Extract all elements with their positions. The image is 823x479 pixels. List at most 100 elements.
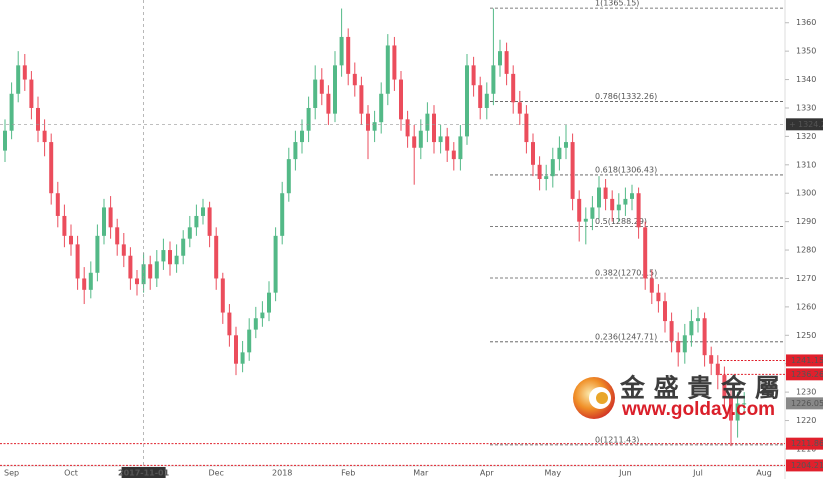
candle-body (696, 318, 700, 322)
candle-body (319, 79, 324, 94)
x-tick-label: Jul (692, 469, 703, 478)
candle-body (392, 45, 397, 80)
candle-body (3, 130, 7, 151)
x-tick-label: Oct (64, 469, 78, 478)
candle-body (557, 147, 562, 160)
y-tick-label: 1250 (796, 331, 816, 340)
candle-body (207, 207, 212, 236)
y-tick-label: 1320 (796, 132, 816, 141)
candle-body (346, 36, 351, 74)
candle-body (161, 250, 166, 262)
fib-label: 0.786(1332.26) (595, 92, 657, 101)
candle-body (570, 142, 575, 199)
watermark-title: 金 盛 貴 金 屬 (619, 374, 780, 403)
candle-body (333, 65, 337, 114)
candle-body (610, 198, 615, 211)
candle-body (669, 321, 674, 341)
candle-body (491, 65, 496, 94)
candle-body (603, 187, 608, 199)
candle-body (511, 73, 516, 103)
logo-dot (596, 392, 608, 404)
price-label: 1204.21 (791, 461, 823, 470)
candle-body (181, 238, 186, 256)
y-tick-label: 1290 (796, 217, 816, 226)
candle-body (438, 136, 443, 143)
candle-body (498, 51, 502, 66)
candle-body (630, 193, 634, 199)
candle-body (9, 93, 14, 131)
candle-body (88, 272, 93, 290)
y-tick-label: 1280 (796, 246, 816, 255)
y-tick-label: 1360 (796, 18, 816, 27)
price-label: 1211.86 (791, 439, 823, 448)
candle-body (504, 51, 509, 74)
candle-body (742, 403, 747, 405)
fib-label: 0.618(1306.43) (595, 165, 657, 174)
candle-body (326, 93, 331, 114)
candle-body (29, 79, 34, 108)
candle-body (102, 207, 106, 236)
x-tick-label: Jun (618, 469, 632, 478)
candle-body (339, 36, 344, 66)
candle-body (306, 107, 311, 131)
candle-body (517, 102, 522, 114)
candle-body (115, 227, 120, 245)
candle-body (214, 235, 219, 279)
candle-body (82, 278, 87, 290)
candle-body (590, 207, 595, 219)
x-tick-label: Mar (413, 469, 429, 478)
candle-body (128, 255, 133, 279)
candle-body (227, 312, 232, 336)
watermark: 金 盛 貴 金 屬 www.golday.com (573, 374, 780, 420)
fib-label: 0.382(1270.15) (595, 269, 657, 278)
candle-body (715, 363, 720, 376)
x-tick-label: Sep (4, 469, 19, 478)
candle-body (722, 375, 727, 398)
candle-body (682, 335, 687, 353)
candle-body (445, 136, 450, 151)
candle-body (187, 227, 192, 239)
candle-body (564, 142, 568, 148)
y-tick-label: 1310 (796, 160, 816, 169)
candle-body (293, 142, 298, 160)
candle-body (471, 65, 476, 86)
y-tick-label: 1220 (796, 416, 816, 425)
candle-body (121, 244, 126, 256)
x-tick-label: Dec (208, 469, 223, 478)
y-tick-label: 1230 (796, 388, 816, 397)
candle-body (253, 318, 258, 330)
price-label: 1241.15 (791, 356, 823, 365)
candle-body (372, 122, 377, 131)
candle-body (55, 193, 60, 216)
candle-body (702, 318, 707, 356)
candle-body (154, 261, 159, 279)
candle-body (649, 278, 654, 293)
candle-body (148, 264, 153, 279)
candle-body (451, 150, 456, 160)
x-tick-label: 2018 (272, 469, 292, 478)
x-tick-label: Apr (480, 469, 495, 478)
candle-body (484, 93, 489, 108)
fib-label: 0.236(1247.71) (595, 332, 657, 341)
watermark-url: www.golday.com (621, 399, 775, 420)
candle-body (623, 198, 628, 205)
candle-body (550, 159, 555, 177)
crosshair-x-box (121, 467, 166, 478)
price-box (786, 437, 823, 450)
candle-body (735, 403, 740, 421)
candle-body (49, 142, 54, 194)
candle-body (220, 278, 225, 313)
candle-body (418, 130, 423, 148)
candle-body (663, 301, 667, 322)
x-tick-label: Feb (341, 469, 355, 478)
candle-body (108, 207, 113, 228)
candle-body (247, 329, 252, 353)
candle-body (399, 79, 403, 120)
candle-body (656, 292, 661, 302)
x-tick-label: Aug (756, 469, 772, 478)
candle-body (75, 244, 80, 279)
y-tick-label: 1340 (796, 75, 816, 84)
candle-body (366, 113, 370, 131)
candle-body (583, 218, 588, 222)
fib-label: 0(1211.43) (595, 435, 639, 444)
